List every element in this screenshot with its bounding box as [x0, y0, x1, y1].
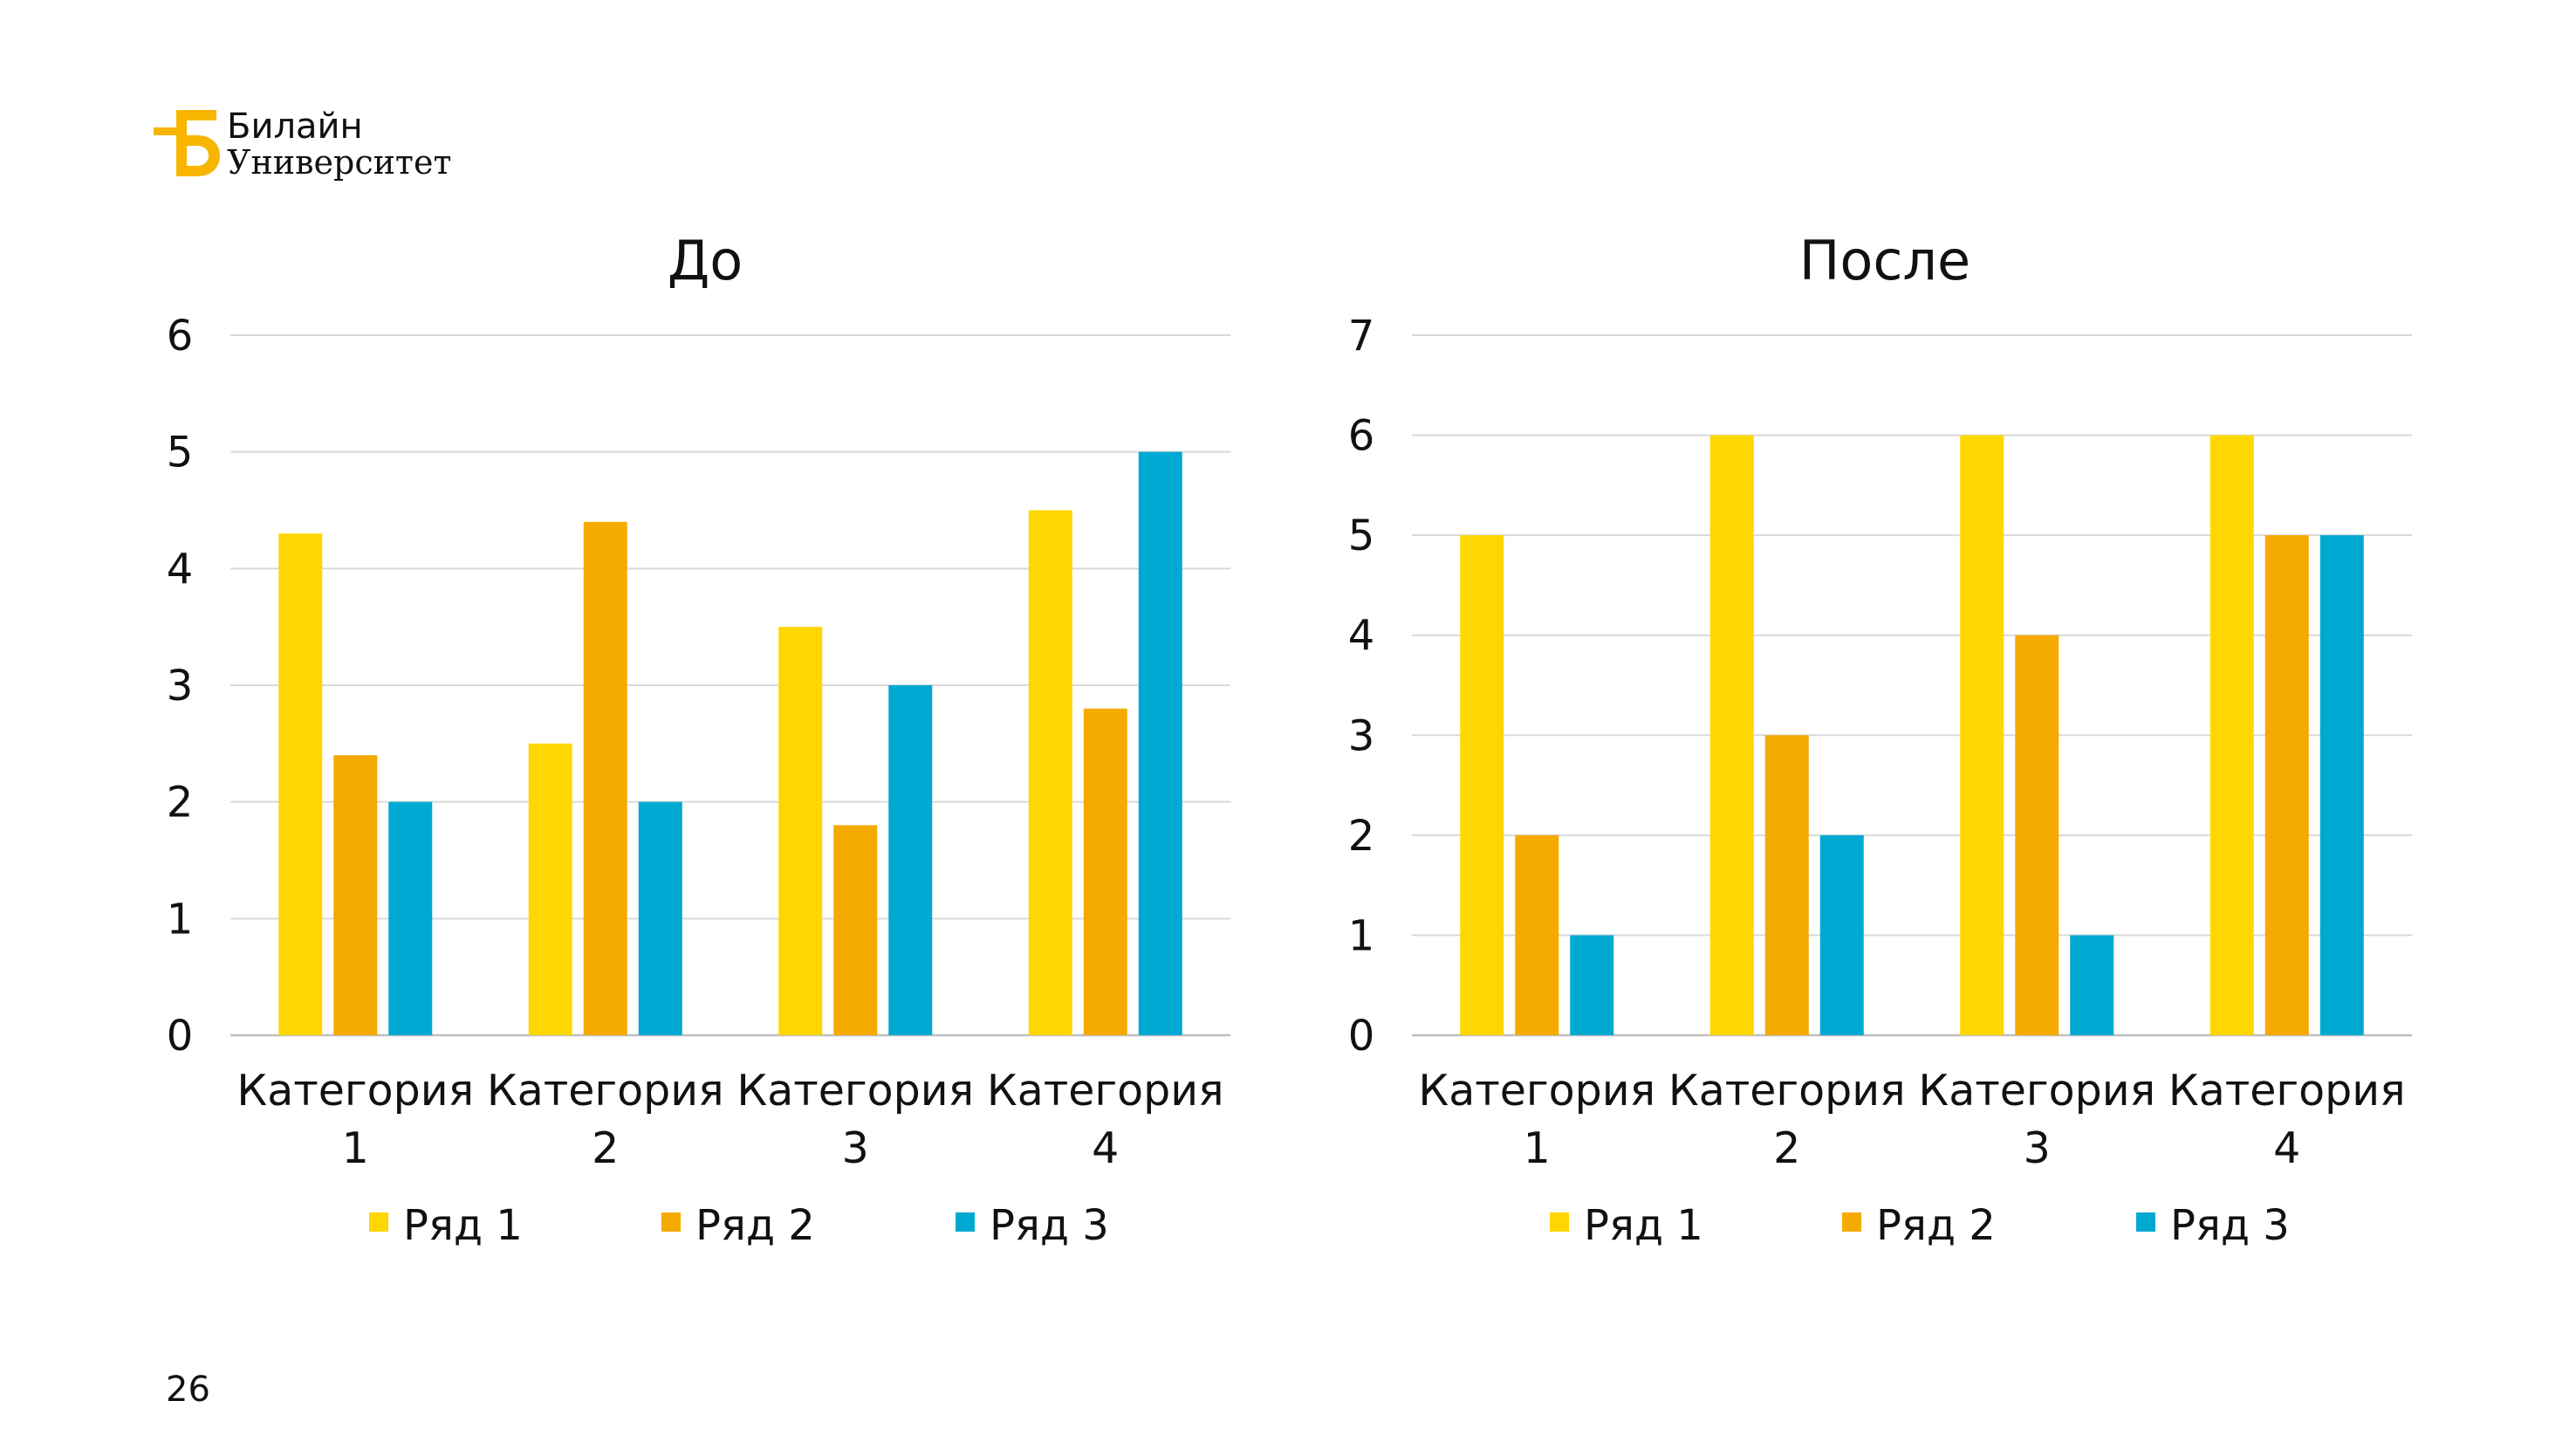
- x-category-number: 1: [1524, 1123, 1551, 1173]
- x-category-number: 4: [2273, 1123, 2300, 1173]
- bar-2: [2015, 635, 2059, 1035]
- legend-label: Ряд 3: [990, 1201, 1109, 1250]
- legend-swatch: [1842, 1212, 1861, 1232]
- bar-3: [1570, 935, 1614, 1035]
- bar-2: [2264, 535, 2309, 1035]
- y-tick-label: 6: [167, 312, 194, 361]
- bar-1: [1960, 435, 2004, 1036]
- y-tick-label: 2: [1348, 812, 1375, 861]
- bar-1: [278, 533, 323, 1035]
- brand-name: Билайн: [227, 106, 363, 147]
- x-category-number: 2: [592, 1123, 619, 1173]
- bar-3: [2319, 535, 2364, 1035]
- bar-1: [1460, 535, 1504, 1035]
- x-category-label: Категория: [487, 1066, 724, 1116]
- x-category-label: Категория: [1918, 1066, 2155, 1116]
- legend-label: Ряд 1: [1584, 1201, 1703, 1250]
- x-category-number: 3: [2024, 1123, 2051, 1173]
- bar-2: [1515, 834, 1559, 1035]
- bar-3: [1819, 834, 1864, 1035]
- y-tick-label: 1: [167, 895, 194, 944]
- x-category-label: Категория: [987, 1066, 1224, 1116]
- y-tick-label: 5: [1348, 512, 1375, 560]
- y-tick-label: 1: [1348, 911, 1375, 960]
- bar-1: [528, 743, 572, 1035]
- x-category-label: Категория: [1668, 1066, 1906, 1116]
- y-tick-label: 0: [1348, 1012, 1375, 1061]
- brand-logo: Билайн Университет: [154, 105, 452, 189]
- legend-swatch: [369, 1212, 388, 1232]
- y-tick-label: 3: [167, 662, 194, 711]
- legend-swatch: [2136, 1212, 2155, 1232]
- beeline-b-icon: [154, 110, 220, 176]
- bar-3: [388, 801, 433, 1035]
- bar-3: [888, 685, 933, 1035]
- x-category-number: 2: [1773, 1123, 1800, 1173]
- y-tick-label: 0: [167, 1012, 194, 1061]
- chart-title: После: [1799, 229, 1970, 292]
- x-category-label: Категория: [2168, 1066, 2406, 1116]
- legend-label: Ряд 2: [1876, 1201, 1996, 1250]
- legend-swatch: [1550, 1212, 1569, 1232]
- bar-2: [1083, 708, 1127, 1035]
- x-category-number: 1: [342, 1123, 369, 1173]
- y-tick-label: 3: [1348, 711, 1375, 760]
- x-category-number: 4: [1092, 1123, 1119, 1173]
- bar-2: [583, 521, 627, 1035]
- bar-2: [833, 825, 878, 1035]
- y-tick-label: 6: [1348, 412, 1375, 461]
- bar-3: [2070, 935, 2114, 1035]
- bar-1: [778, 627, 823, 1035]
- x-category-label: Категория: [736, 1066, 974, 1116]
- y-tick-label: 7: [1348, 312, 1375, 361]
- x-category-number: 3: [842, 1123, 869, 1173]
- x-category-label: Категория: [236, 1066, 474, 1116]
- legend-label: Ряд 3: [2170, 1201, 2290, 1250]
- page-number: 26: [166, 1370, 210, 1410]
- y-tick-label: 5: [167, 429, 194, 477]
- x-category-label: Категория: [1418, 1066, 1655, 1116]
- bar-2: [1764, 735, 1809, 1035]
- bar-1: [1709, 435, 1754, 1036]
- y-tick-label: 4: [1348, 612, 1375, 661]
- legend-swatch: [661, 1212, 681, 1232]
- bar-1: [2209, 435, 2254, 1036]
- y-tick-label: 2: [167, 779, 194, 828]
- chart-title: До: [668, 229, 743, 292]
- legend-swatch: [956, 1212, 975, 1232]
- y-tick-label: 4: [167, 545, 194, 594]
- legend-label: Ряд 2: [695, 1201, 815, 1250]
- bar-3: [638, 801, 682, 1035]
- legend-label: Ряд 1: [403, 1201, 523, 1250]
- bar-3: [1138, 451, 1182, 1035]
- bar-2: [333, 755, 378, 1035]
- bar-1: [1028, 510, 1072, 1035]
- brand-subtitle: Университет: [227, 143, 452, 182]
